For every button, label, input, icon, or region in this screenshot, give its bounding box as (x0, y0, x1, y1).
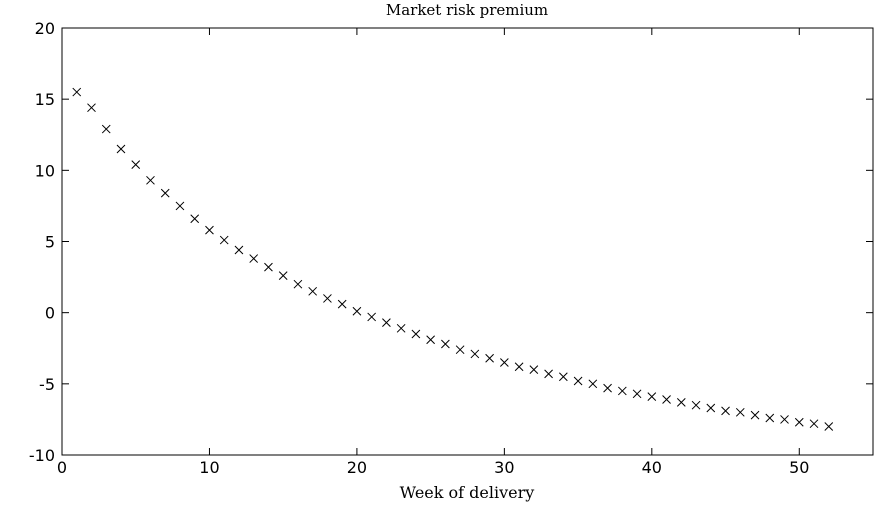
x-tick-label: 10 (199, 458, 219, 477)
x-axis-label: Week of delivery (400, 483, 535, 502)
data-point (441, 339, 450, 349)
data-point (87, 103, 96, 113)
data-point (588, 379, 598, 389)
data-point (396, 323, 406, 333)
data-point (411, 329, 421, 339)
y-tick-label: -10 (29, 446, 55, 465)
data-point (647, 392, 657, 401)
data-point (249, 254, 259, 263)
data-point (529, 365, 539, 374)
y-tick-label: 20 (35, 19, 55, 38)
data-point (617, 386, 627, 396)
chart-title: Market risk premium (386, 1, 548, 19)
data-point (264, 262, 273, 272)
data-point (146, 175, 155, 185)
data-point (455, 345, 465, 355)
data-point (205, 225, 214, 235)
data-point (573, 376, 583, 386)
data-point (190, 214, 200, 224)
data-point (485, 353, 494, 363)
data-point (676, 397, 686, 407)
data-point (234, 245, 244, 255)
data-point (116, 144, 126, 154)
y-tick-label: 15 (35, 90, 55, 109)
data-point (603, 383, 612, 393)
data-point (780, 415, 789, 424)
data-point (382, 318, 391, 327)
data-point (500, 358, 509, 367)
data-point (352, 306, 362, 316)
y-tick-label: 0 (45, 304, 55, 323)
data-point (367, 312, 377, 322)
x-tick-label: 40 (642, 458, 662, 477)
data-point (470, 349, 480, 359)
data-point (662, 395, 671, 404)
data-point (160, 188, 170, 198)
data-point (293, 279, 303, 289)
data-point (219, 235, 229, 245)
axis-ticks: 0 10 20 30 40 50 -10 -5 0 5 10 15 20 (29, 19, 873, 477)
y-tick-label: 5 (45, 233, 55, 252)
data-point (72, 87, 82, 97)
data-point (632, 389, 642, 399)
data-point (101, 124, 111, 134)
data-point (794, 417, 804, 427)
data-point (514, 362, 524, 372)
data-point (750, 410, 760, 420)
data-point (691, 400, 701, 410)
plot-frame (61, 27, 874, 456)
data-point (175, 201, 185, 211)
data-point (558, 372, 568, 382)
data-point (308, 286, 318, 296)
x-tick-label: 20 (347, 458, 367, 477)
x-tick-label: 0 (57, 458, 67, 477)
data-point (278, 271, 288, 281)
data-point (735, 407, 745, 417)
data-point (544, 369, 553, 379)
data-point (809, 419, 819, 429)
data-point (131, 160, 141, 169)
data-point (337, 299, 347, 309)
data-point (824, 422, 834, 431)
x-tick-label: 30 (494, 458, 514, 477)
y-tick-label: -5 (39, 375, 55, 394)
x-tick-label: 50 (789, 458, 809, 477)
data-point (765, 413, 775, 423)
data-point (426, 335, 435, 345)
data-markers (72, 87, 834, 431)
data-point (323, 294, 332, 303)
data-point (721, 406, 730, 416)
y-tick-label: 10 (35, 161, 55, 180)
data-point (706, 403, 716, 413)
